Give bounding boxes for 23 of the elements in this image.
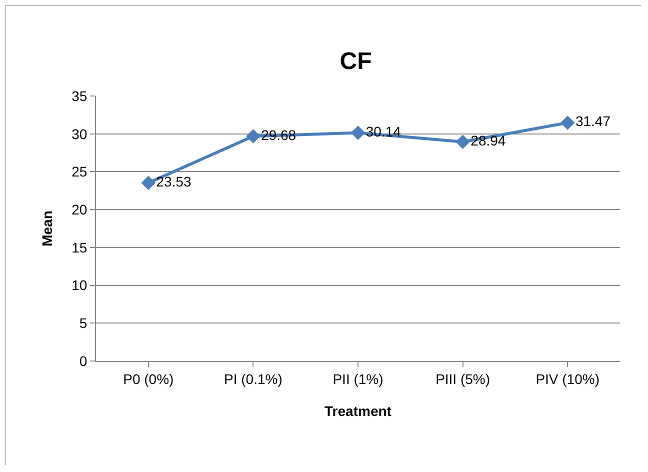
chart-title: CF xyxy=(340,48,372,75)
x-tick-label: PII (1%) xyxy=(332,370,384,387)
point xyxy=(456,134,470,150)
data-label: 23.53 xyxy=(156,173,192,190)
x-tick-label: PI (0.1%) xyxy=(224,370,282,387)
y-tick-label: 20 xyxy=(72,201,88,218)
y-tick-label: 30 xyxy=(72,126,88,142)
point xyxy=(141,176,156,190)
y-tick-label: 15 xyxy=(72,239,88,256)
x-tick-label: PIII (5%) xyxy=(436,370,490,387)
point xyxy=(350,126,366,140)
y-tick-label: 35 xyxy=(72,88,88,104)
x-axis-title: Treatment xyxy=(324,403,392,420)
x-tick-label: PIV (10%) xyxy=(536,370,600,387)
point xyxy=(246,129,260,144)
y-tick-label: 0 xyxy=(79,352,88,369)
data-label: 31.47 xyxy=(575,113,611,130)
y-tick-label: 25 xyxy=(72,164,88,180)
point xyxy=(560,116,575,130)
x-tick-label: P0 (0%) xyxy=(123,370,174,387)
y-tick-label: 10 xyxy=(72,277,88,294)
y-tick-label: 5 xyxy=(79,315,88,332)
y-axis-title: Mean xyxy=(39,210,56,246)
